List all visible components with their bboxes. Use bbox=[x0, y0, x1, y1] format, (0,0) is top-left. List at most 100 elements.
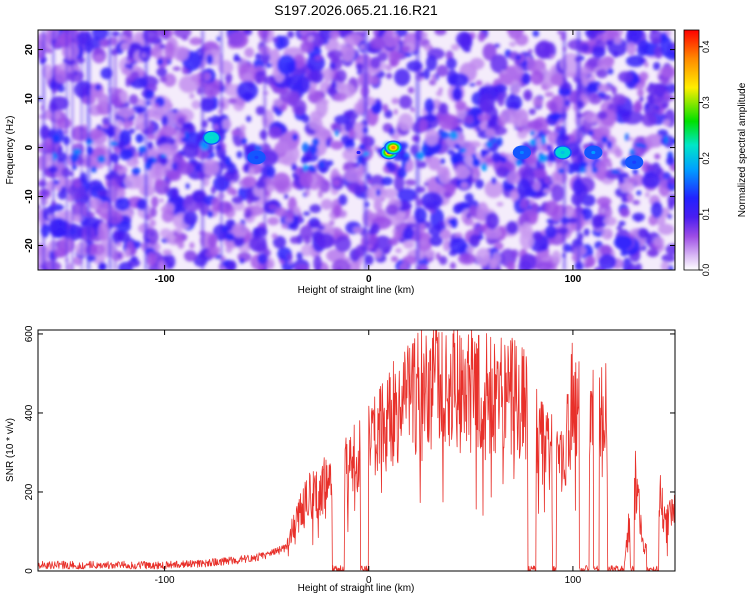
noise-blob bbox=[92, 252, 106, 265]
noise-blob bbox=[189, 242, 195, 249]
noise-blob bbox=[117, 169, 124, 176]
colorbar-tick-label: 0.0 bbox=[701, 264, 711, 277]
snr-y-label: SNR (10 * v/v) bbox=[5, 418, 16, 482]
noise-blob bbox=[435, 252, 441, 261]
band-blob bbox=[607, 140, 613, 150]
noise-streak bbox=[220, 30, 223, 270]
noise-blob bbox=[632, 212, 645, 222]
noise-blob bbox=[506, 221, 519, 235]
noise-blob bbox=[619, 207, 630, 218]
band-blob bbox=[480, 149, 486, 159]
noise-blob bbox=[465, 106, 471, 112]
noise-blob bbox=[469, 82, 476, 87]
noise-blob bbox=[116, 107, 136, 117]
band-blob bbox=[180, 137, 188, 143]
band-blob bbox=[72, 148, 82, 156]
noise-blob bbox=[119, 148, 133, 161]
noise-blob bbox=[388, 50, 400, 67]
noise-blob bbox=[485, 128, 496, 138]
band-blob bbox=[497, 136, 503, 147]
chart-title: S197.2026.065.21.16.R21 bbox=[274, 2, 438, 18]
band-blob bbox=[312, 137, 320, 147]
noise-blob bbox=[455, 100, 467, 111]
noise-blob bbox=[185, 183, 190, 190]
noise-blob bbox=[98, 261, 107, 270]
noise-blob bbox=[159, 125, 177, 138]
noise-blob bbox=[425, 55, 438, 71]
noise-blob bbox=[403, 226, 415, 241]
noise-blob bbox=[317, 189, 324, 199]
noise-blob bbox=[88, 179, 104, 193]
noise-blob bbox=[449, 262, 456, 270]
noise-blob bbox=[154, 103, 160, 108]
noise-blob bbox=[518, 260, 532, 270]
noise-blob bbox=[369, 248, 378, 253]
noise-blob bbox=[296, 251, 303, 261]
noise-blob bbox=[158, 259, 166, 270]
noise-blob bbox=[446, 57, 457, 70]
noise-blob bbox=[373, 198, 383, 212]
spectrogram-y-ticks: -20 -10 0 10 20 bbox=[24, 44, 675, 253]
noise-blob bbox=[475, 179, 485, 189]
noise-blob bbox=[644, 102, 649, 109]
noise-blob bbox=[231, 222, 247, 238]
noise-blob bbox=[292, 99, 307, 116]
noise-blob bbox=[396, 188, 417, 202]
band-blob bbox=[460, 147, 467, 153]
band-blob bbox=[440, 158, 446, 165]
noise-blob bbox=[239, 124, 246, 133]
noise-blob bbox=[644, 191, 651, 198]
band-blob bbox=[159, 156, 169, 165]
noise-blob bbox=[340, 46, 355, 62]
noise-blob bbox=[271, 233, 278, 239]
noise-blob bbox=[436, 64, 449, 77]
noise-blob bbox=[286, 253, 293, 261]
noise-blob bbox=[532, 96, 544, 107]
noise-blob bbox=[301, 244, 313, 257]
noise-blob bbox=[331, 259, 351, 270]
y-tick-label: 20 bbox=[24, 44, 35, 56]
noise-blob bbox=[510, 79, 521, 95]
noise-blob bbox=[557, 30, 562, 35]
band-blob bbox=[117, 140, 125, 150]
noise-blob bbox=[315, 233, 335, 249]
noise-blob bbox=[388, 237, 399, 246]
noise-blob bbox=[309, 69, 324, 84]
noise-blob bbox=[527, 119, 543, 130]
noise-blob bbox=[123, 174, 142, 190]
noise-blob bbox=[333, 92, 347, 102]
noise-blob bbox=[115, 188, 126, 198]
y-tick-label: 600 bbox=[24, 325, 35, 342]
noise-blob bbox=[66, 69, 84, 83]
spectrogram-heatmap bbox=[38, 30, 675, 270]
hot-spot-core bbox=[519, 150, 524, 155]
noise-blob bbox=[532, 180, 541, 192]
noise-blob bbox=[427, 156, 441, 171]
noise-blob bbox=[303, 211, 311, 216]
band-blob bbox=[147, 141, 154, 150]
noise-streak bbox=[65, 30, 68, 270]
noise-blob bbox=[431, 73, 437, 83]
noise-blob bbox=[239, 257, 245, 264]
noise-blob bbox=[352, 226, 363, 234]
noise-blob bbox=[231, 129, 241, 136]
noise-blob bbox=[550, 73, 566, 86]
noise-blob bbox=[244, 47, 255, 58]
noise-blob bbox=[535, 137, 543, 147]
noise-blob bbox=[159, 44, 166, 49]
noise-blob bbox=[382, 188, 398, 199]
noise-blob bbox=[667, 213, 672, 220]
snr-panel: -100 0 100 0 200 400 600 Height of straight l… bbox=[5, 325, 676, 594]
noise-blob bbox=[61, 167, 71, 178]
noise-blob bbox=[405, 179, 416, 186]
band-blob bbox=[401, 160, 406, 169]
noise-blob bbox=[235, 99, 246, 107]
noise-blob bbox=[484, 227, 502, 240]
band-blob bbox=[480, 162, 488, 172]
band-blob bbox=[629, 148, 636, 157]
noise-blob bbox=[236, 150, 243, 159]
noise-blob bbox=[421, 191, 443, 210]
noise-blob bbox=[650, 30, 657, 34]
noise-blob bbox=[126, 60, 131, 65]
noise-blob bbox=[314, 125, 327, 138]
